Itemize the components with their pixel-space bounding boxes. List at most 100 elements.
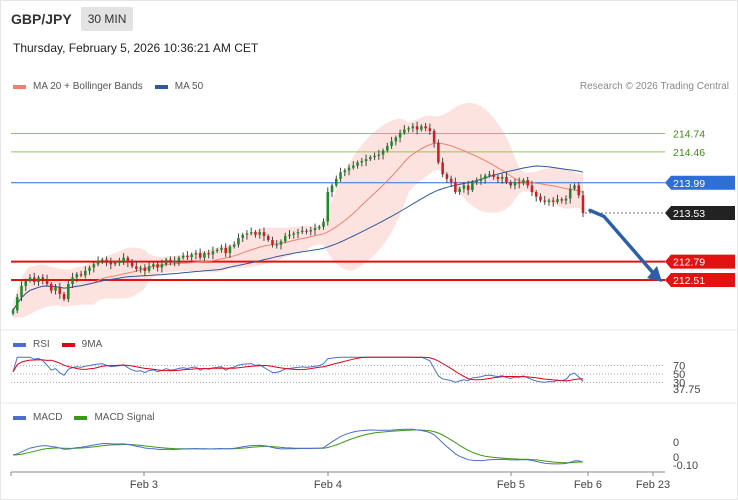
candle-body — [156, 264, 159, 268]
candle-body — [20, 285, 23, 298]
candle-body — [381, 150, 385, 155]
level-label: 214.46 — [673, 147, 705, 159]
candle-body — [305, 230, 308, 232]
x-tick-label: Feb 6 — [574, 479, 602, 491]
candle-body — [279, 241, 283, 245]
macd-signal-swatch — [74, 415, 88, 420]
ma50-line — [12, 165, 584, 311]
candle-body — [88, 267, 91, 271]
candle-body — [547, 200, 551, 202]
candle-body — [424, 126, 427, 129]
ma20-line — [12, 142, 584, 311]
candle-body — [211, 251, 215, 255]
candle-body — [394, 137, 398, 142]
candle-body — [32, 277, 36, 283]
legend-item-rsi-ma: 9MA — [61, 339, 102, 350]
candle-body — [364, 159, 368, 162]
candle-body — [296, 232, 300, 234]
x-tick-label: Feb 3 — [130, 479, 158, 491]
candle-body — [556, 199, 559, 202]
timeframe-button[interactable]: 30 MIN — [80, 7, 134, 31]
candle-body — [177, 257, 181, 261]
candle-body — [266, 236, 270, 240]
candle-body — [62, 293, 66, 300]
rsi-level-label: 30 — [673, 377, 685, 389]
candle-body — [352, 165, 355, 168]
candle-body — [139, 267, 142, 269]
candle-body — [454, 182, 457, 192]
candle-body — [160, 264, 164, 268]
bollinger-band — [13, 102, 583, 319]
candle-body — [190, 254, 193, 258]
candle-body — [292, 233, 296, 235]
candle-body — [126, 257, 130, 263]
candle-body — [105, 259, 108, 263]
candle-body — [101, 259, 104, 261]
candle-body — [143, 267, 147, 271]
candle-body — [164, 259, 168, 265]
candle-body — [369, 157, 372, 160]
candle-body — [241, 234, 244, 238]
candle-body — [428, 128, 432, 131]
candle-body — [437, 142, 440, 163]
candle-body — [462, 185, 466, 189]
candle-body — [275, 244, 279, 246]
legend-label: MA 20 + Bollinger Bands — [33, 81, 143, 92]
forecast-line — [588, 208, 657, 277]
candle-body — [415, 126, 419, 130]
candle-body — [347, 167, 351, 171]
candle-body — [300, 230, 304, 233]
candle-body — [475, 180, 478, 183]
datetime-label: Thursday, February 5, 2026 10:36:21 AM C… — [13, 41, 259, 55]
candle-body — [377, 154, 381, 156]
candle-body — [28, 277, 32, 281]
moving-averages — [12, 142, 584, 311]
bollinger-band-fill — [13, 102, 583, 319]
candle-body — [411, 126, 415, 129]
candle-body — [449, 178, 453, 183]
candle-body — [245, 233, 249, 235]
forecast-arrowhead — [647, 266, 662, 283]
candle-body — [228, 246, 232, 254]
candle-body — [373, 155, 376, 158]
candle-body — [135, 266, 138, 269]
level-label: 212.51 — [673, 275, 705, 287]
level-tag — [665, 206, 735, 221]
candle-body — [67, 284, 70, 300]
candle-body — [530, 185, 534, 192]
legend-item-macd-signal: MACD Signal — [74, 412, 154, 423]
candle-body — [539, 196, 542, 201]
candle-body — [471, 182, 474, 191]
candle-body — [152, 264, 155, 267]
candle-body — [224, 247, 227, 254]
rsi-ma-swatch — [61, 342, 75, 347]
candle-body — [186, 255, 189, 258]
candle-body — [522, 180, 525, 184]
candle-body — [407, 128, 410, 130]
candle-body — [403, 129, 406, 133]
candle-body — [335, 178, 338, 186]
candle-body — [215, 249, 219, 252]
candle-body — [232, 244, 236, 247]
candle-body — [509, 182, 512, 186]
candle-body — [568, 188, 572, 199]
macd-value-label: -0.10 — [673, 460, 698, 472]
candle-body — [79, 274, 83, 276]
candle-body — [488, 174, 491, 176]
macd-level-label: 0 — [673, 452, 679, 464]
candle-body — [483, 175, 487, 179]
candle-body — [11, 310, 15, 314]
legend-item-macd: MACD — [13, 412, 62, 423]
candle-body — [534, 192, 538, 197]
rsi-value-label: 37.75 — [673, 384, 701, 396]
level-label: 212.79 — [673, 257, 705, 269]
credit-label: Research © 2026 Trading Central — [579, 81, 729, 92]
x-tick-label: Feb 4 — [314, 479, 342, 491]
candle-body — [24, 280, 28, 286]
candle-body — [84, 270, 87, 276]
candle-body — [564, 198, 568, 201]
candle-body — [317, 226, 321, 229]
macd-swatch — [13, 415, 26, 420]
forecast-arrow — [588, 208, 662, 283]
